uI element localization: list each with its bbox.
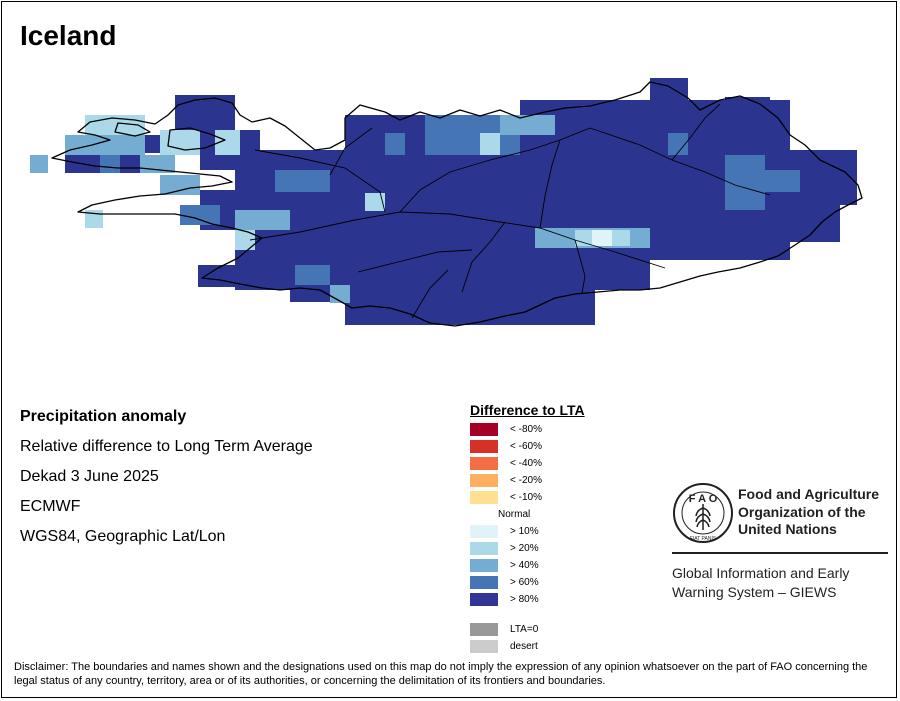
legend-item: < -80% <box>470 421 585 438</box>
legend-item: < -60% <box>470 438 585 455</box>
legend-item: > 40% <box>470 557 585 574</box>
legend-item: LTA=0 <box>470 621 585 638</box>
legend-swatch <box>470 640 498 653</box>
legend-label: < -60% <box>510 441 542 452</box>
svg-text:FIAT PANIS: FIAT PANIS <box>690 536 717 542</box>
raster-cell <box>668 133 688 155</box>
raster-cell <box>160 130 200 155</box>
divider <box>672 552 888 554</box>
legend-swatch <box>470 593 498 606</box>
legend-label: > 10% <box>510 526 539 537</box>
legend-swatch <box>470 474 498 487</box>
legend-swatch <box>470 542 498 555</box>
legend-label: < -20% <box>510 475 542 486</box>
coastline <box>51 81 863 327</box>
raster-cell <box>65 135 145 155</box>
legend-swatch <box>470 508 498 521</box>
anomaly-raster <box>30 78 857 325</box>
legend-swatch <box>470 525 498 538</box>
legend-label: > 60% <box>510 577 539 588</box>
raster-cell <box>330 285 350 303</box>
legend-label: > 20% <box>510 543 539 554</box>
legend-item: < -40% <box>470 455 585 472</box>
legend-label: LTA=0 <box>510 624 539 635</box>
period-label: Dekad 3 June 2025 <box>20 468 159 485</box>
raster-cell <box>592 230 612 246</box>
raster-cell <box>500 115 555 135</box>
legend-label: Normal <box>498 509 531 520</box>
map-title: Iceland <box>20 20 117 51</box>
legend-item: > 60% <box>470 574 585 591</box>
legend-swatch <box>470 576 498 589</box>
admin-boundaries <box>249 103 771 319</box>
raster-cell <box>765 170 800 192</box>
legend-label: < -40% <box>510 458 542 469</box>
raster-cell <box>198 265 293 287</box>
legend-item: < -10% <box>470 489 585 506</box>
raster-cell <box>275 170 330 192</box>
legend-swatch <box>470 423 498 436</box>
raster-cell <box>30 155 48 173</box>
map-metadata: Precipitation anomaly Relative differenc… <box>20 407 313 557</box>
legend-swatch <box>470 491 498 504</box>
legend-item: < -20% <box>470 472 585 489</box>
legend-item: > 80% <box>470 591 585 608</box>
legend-swatch <box>470 457 498 470</box>
raster-cell <box>235 210 290 230</box>
raster-cell <box>235 230 255 250</box>
legend-label: < -80% <box>510 424 542 435</box>
raster-cell <box>180 205 220 225</box>
raster-cell <box>725 97 770 132</box>
raster-cell <box>725 155 765 210</box>
legend-item: desert <box>470 638 585 655</box>
raster-cell <box>365 193 385 211</box>
legend-item: Normal <box>470 506 585 523</box>
legend-label: > 80% <box>510 594 539 605</box>
legend-label: < -10% <box>510 492 542 503</box>
raster-cell <box>145 135 163 153</box>
legend-swatch <box>470 440 498 453</box>
disclaimer: Disclaimer: The boundaries and names sho… <box>14 661 868 687</box>
raster-cell <box>120 155 140 173</box>
system-name: Global Information and Early Warning Sys… <box>672 565 850 600</box>
legend-item: > 10% <box>470 523 585 540</box>
fao-emblem-icon: F A O FIAT PANIS <box>673 483 733 543</box>
data-source: ECMWF <box>20 498 81 515</box>
legend-label: desert <box>510 641 538 652</box>
product-description: Relative difference to Long Term Average <box>20 438 313 455</box>
legend-item: > 20% <box>470 540 585 557</box>
legend: Difference to LTA < -80% < -60% < -40% <… <box>470 402 585 655</box>
legend-swatch <box>470 623 498 636</box>
projection-label: WGS84, Geographic Lat/Lon <box>20 528 226 545</box>
legend-swatch <box>470 559 498 572</box>
legend-title: Difference to LTA <box>470 402 585 418</box>
raster-cell <box>295 265 330 285</box>
raster-cell <box>580 255 650 290</box>
svg-text:F A O: F A O <box>689 493 718 505</box>
raster-cell <box>100 155 120 173</box>
raster-cell <box>385 133 405 155</box>
legend-label: > 40% <box>510 560 539 571</box>
organization-name: Food and Agriculture Organization of the… <box>738 486 880 537</box>
raster-cell <box>650 78 688 108</box>
product-name: Precipitation anomaly <box>20 408 187 425</box>
raster-cell <box>480 133 500 155</box>
raster-cell <box>405 300 517 324</box>
raster-cell <box>160 175 200 195</box>
